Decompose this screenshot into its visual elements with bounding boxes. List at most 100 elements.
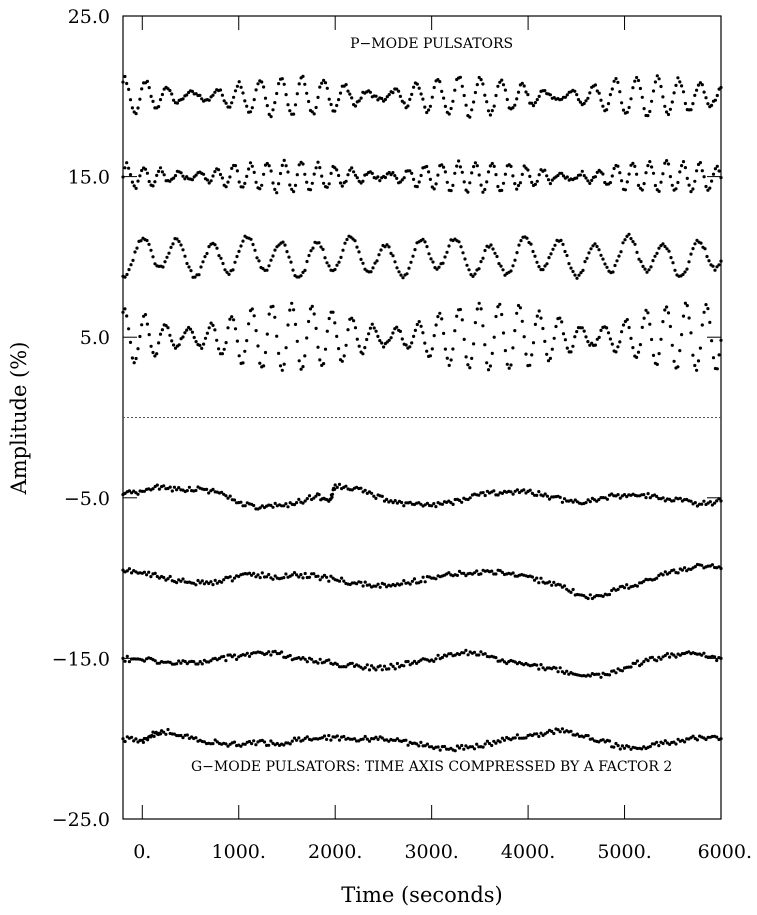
data-point [318,578,322,582]
data-point [553,243,557,247]
data-point [310,657,314,661]
data-point [558,730,562,734]
data-point [665,652,670,656]
data-point [691,353,695,357]
data-point [719,85,723,90]
data-point [431,260,435,264]
data-point [588,500,592,504]
data-point [706,188,710,192]
data-point [330,492,335,496]
data-point [605,108,609,112]
data-point [265,268,269,272]
data-point [147,570,151,574]
data-point [599,98,603,102]
data-point [385,243,389,247]
data-point [556,670,560,674]
data-point [305,180,309,184]
data-point [479,650,483,654]
data-point [413,328,417,332]
data-point [423,341,427,345]
data-point [494,173,498,177]
y-axis-ticks: 25.015.05.0−5.0−15.0−25.0 [52,6,721,831]
data-point [197,273,201,277]
data-point [393,738,397,743]
data-point [372,666,376,670]
data-point [539,576,543,580]
data-point [252,98,256,102]
data-point [466,190,470,194]
data-point [442,96,446,100]
data-point [518,181,523,185]
data-point [247,322,251,326]
data-point [267,164,271,168]
data-point [663,499,667,503]
data-point [333,166,337,170]
data-point [702,499,706,503]
data-point [657,352,661,356]
data-point [128,173,133,177]
data-point [352,319,356,323]
data-point [472,571,477,575]
data-point [333,267,337,272]
data-point [462,337,466,341]
data-point [576,98,581,102]
data-point [133,250,137,254]
data-point [580,326,584,330]
data-point [406,743,410,747]
data-point [220,490,224,494]
data-point [205,487,209,491]
data-point [453,749,457,753]
data-point [458,165,462,169]
data-point [232,576,237,580]
data-point [292,571,297,575]
data-point [698,346,703,350]
data-point [713,655,717,659]
data-point [665,110,669,114]
data-point [543,89,547,93]
data-point [185,662,189,666]
data-point [428,104,432,108]
data-point [481,491,485,495]
data-point [164,324,168,328]
data-point [221,261,225,266]
data-point [142,489,146,493]
data-point [397,89,401,93]
data-point [483,248,487,253]
data-point [380,341,384,345]
data-point [202,582,206,586]
data-point [177,343,181,347]
data-point [395,87,399,91]
data-point [516,303,521,308]
data-point [265,652,269,656]
data-point [608,337,613,341]
data-point [275,191,279,195]
data-point [442,165,446,169]
data-point [134,186,138,190]
data-point [125,81,129,86]
data-point [263,96,268,100]
data-point [201,260,205,264]
data-point [693,93,697,97]
data-point [168,574,172,579]
data-point [288,183,292,187]
data-point [301,270,305,274]
data-point [423,240,427,244]
data-point [136,492,140,496]
data-point [481,82,485,86]
data-point [672,653,676,657]
data-point [320,736,324,740]
data-point [185,93,189,97]
data-point [310,110,314,114]
data-point [640,325,644,329]
data-point [695,504,700,508]
data-point [706,102,710,106]
data-point [406,104,410,108]
data-point [715,93,719,98]
data-point [325,737,329,742]
data-point [241,361,245,365]
data-point [672,499,676,503]
data-point [515,251,519,255]
data-point [627,586,631,590]
x-tick-label: 5000. [597,841,651,863]
data-point [421,331,425,335]
